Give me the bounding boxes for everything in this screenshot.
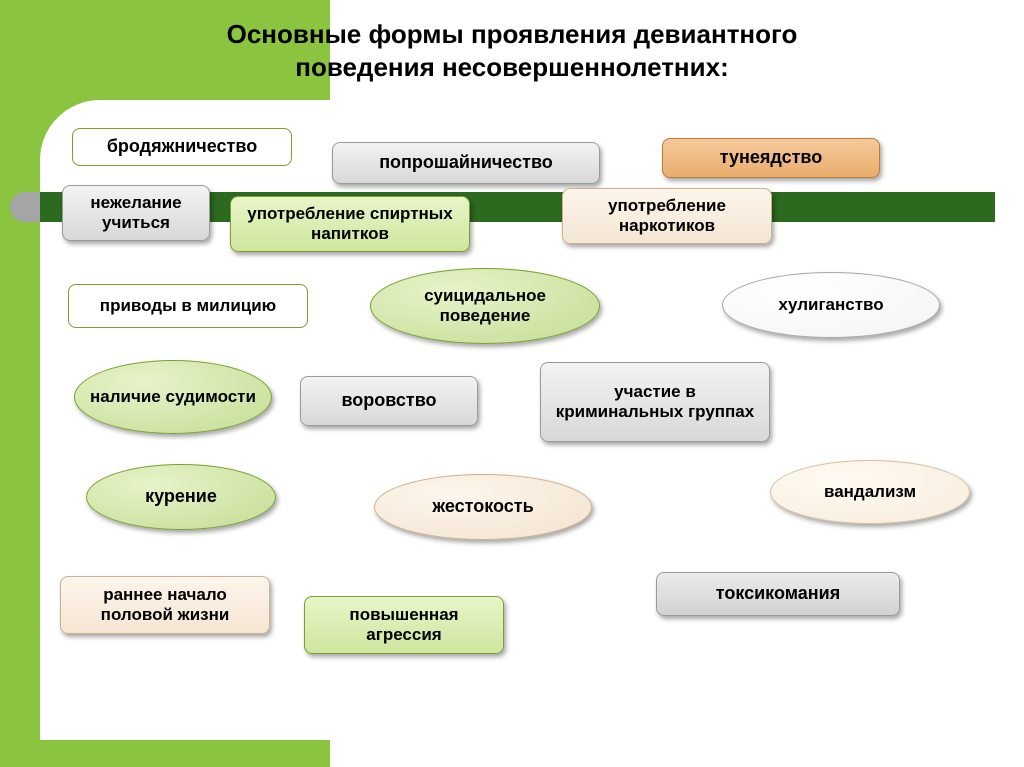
node-label: нежелание учиться [75, 193, 197, 234]
node-theft: воровство [300, 376, 478, 426]
node-early-sex: раннее начало половой жизни [60, 576, 270, 634]
node-label: попрошайничество [379, 152, 553, 174]
node-aggression: повышенная агрессия [304, 596, 504, 654]
node-label: хулиганство [778, 295, 883, 315]
node-label: жестокость [432, 496, 533, 518]
node-smoking: курение [86, 464, 276, 530]
node-label: повышенная агрессия [317, 605, 491, 646]
node-label: бродяжничество [107, 136, 257, 158]
node-vandalism: вандализм [770, 460, 970, 524]
node-hooliganism: хулиганство [722, 272, 940, 338]
title-line-1: Основные формы проявления девиантного [227, 19, 798, 49]
node-toxicomania: токсикомания [656, 572, 900, 616]
node-no-study: нежелание учиться [62, 185, 210, 241]
node-parasitism: тунеядство [662, 138, 880, 178]
node-drugs: употребление наркотиков [562, 188, 772, 244]
node-cruelty: жестокость [374, 474, 592, 540]
node-vagrancy: бродяжничество [72, 128, 292, 166]
node-label: наличие судимости [90, 387, 256, 407]
node-police: приводы в милицию [68, 284, 308, 328]
node-label: токсикомания [716, 583, 840, 605]
node-label: тунеядство [720, 147, 823, 169]
node-begging: попрошайничество [332, 142, 600, 184]
node-label: курение [145, 486, 217, 508]
node-suicide: суицидальное поведение [370, 268, 600, 344]
node-conviction: наличие судимости [74, 360, 272, 434]
page-title: Основные формы проявления девиантного по… [0, 18, 1024, 83]
node-label: суицидальное поведение [383, 286, 587, 327]
node-label: воровство [341, 390, 436, 412]
node-label: вандализм [824, 482, 916, 502]
title-line-2: поведения несовершеннолетних: [295, 52, 728, 82]
node-label: употребление спиртных напитков [243, 204, 457, 245]
node-alcohol: употребление спиртных напитков [230, 196, 470, 252]
node-crime-groups: участие в криминальных группах [540, 362, 770, 442]
node-label: употребление наркотиков [575, 196, 759, 237]
node-label: участие в криминальных группах [553, 382, 757, 423]
node-label: приводы в милицию [100, 296, 276, 316]
node-label: раннее начало половой жизни [73, 585, 257, 626]
